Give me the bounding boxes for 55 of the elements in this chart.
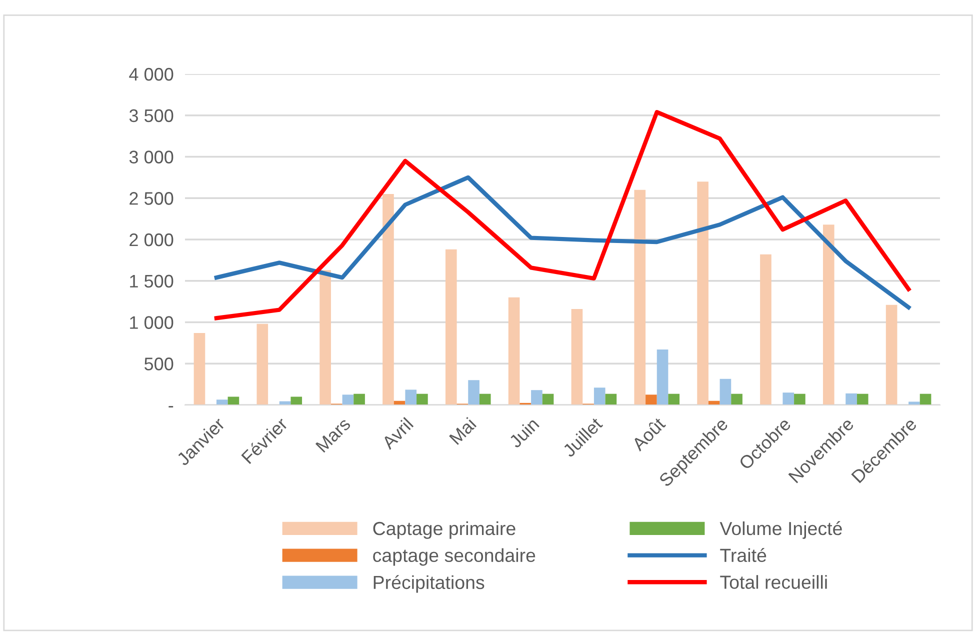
legend-label: Précipitations	[374, 575, 484, 593]
bar	[342, 394, 354, 405]
y-tick-label: 4 000	[129, 68, 174, 81]
bar	[216, 400, 228, 405]
bar	[822, 224, 834, 405]
legend-label: Volume Injecté	[720, 521, 842, 539]
bar	[656, 350, 668, 405]
bar	[908, 402, 920, 405]
y-tick-label: 2 000	[130, 233, 174, 246]
y-tick-label: 1 000	[130, 316, 174, 329]
bar	[856, 394, 868, 405]
bar	[354, 394, 365, 405]
bar	[605, 394, 617, 405]
x-tick-label: Juin	[508, 416, 540, 449]
y-tick-label: 2 500	[130, 192, 174, 205]
bar	[405, 390, 417, 405]
bar	[382, 194, 394, 405]
bar	[668, 394, 680, 405]
bar	[646, 394, 657, 405]
bar	[320, 270, 331, 405]
legend-label: Traité	[720, 548, 766, 562]
y-tick-label: 500	[144, 358, 174, 370]
bar	[594, 388, 606, 405]
bar	[228, 396, 240, 405]
bar	[194, 333, 206, 405]
legend-label: captage secondaire	[373, 548, 536, 566]
legend-label: Total recueilli	[720, 575, 827, 589]
bar	[846, 393, 857, 405]
line-series	[214, 175, 911, 310]
bar	[782, 392, 794, 405]
bar	[542, 394, 554, 405]
legend-label: Captage primaire	[373, 521, 516, 539]
bar	[531, 390, 542, 405]
bar	[468, 380, 480, 405]
bar	[720, 378, 732, 405]
bar	[920, 394, 932, 405]
y-tick-label: 3 000	[129, 150, 174, 164]
bar	[794, 394, 806, 405]
x-tick-label: Mai	[448, 416, 477, 446]
y-tick-label: -	[168, 406, 174, 408]
bar	[731, 394, 742, 405]
bar	[571, 309, 583, 405]
bar	[760, 254, 772, 405]
bar	[416, 394, 428, 405]
bar	[508, 297, 520, 405]
bar	[479, 394, 491, 405]
bar	[290, 396, 302, 405]
y-tick-label: 1 500	[130, 274, 174, 288]
y-tick-label: 3 500	[129, 109, 174, 122]
bar	[445, 249, 457, 405]
bar	[886, 304, 898, 405]
bar	[256, 324, 268, 405]
bar	[697, 182, 708, 405]
bar	[634, 190, 646, 405]
line-series	[214, 110, 911, 320]
